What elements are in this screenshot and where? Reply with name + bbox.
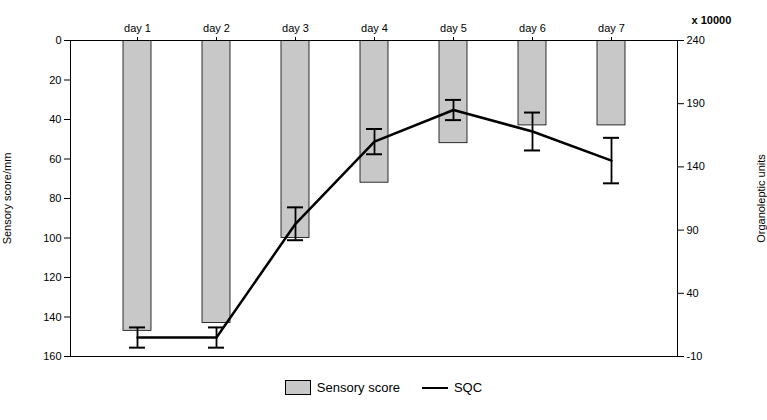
svg-text:90: 90 xyxy=(687,224,699,236)
html-text:SQC: SQC xyxy=(454,380,483,395)
svg-text:240: 240 xyxy=(687,34,705,46)
svg-text:140: 140 xyxy=(43,311,61,323)
svg-text:190: 190 xyxy=(687,97,705,109)
svg-text:140: 140 xyxy=(687,160,705,172)
svg-text:x 10000: x 10000 xyxy=(692,14,732,26)
svg-text:day 6: day 6 xyxy=(519,22,546,34)
svg-text:80: 80 xyxy=(49,192,61,204)
svg-text:100: 100 xyxy=(43,232,61,244)
svg-text:day 3: day 3 xyxy=(282,22,309,34)
html-text:Sensory score: Sensory score xyxy=(316,380,400,395)
svg-text:day 1: day 1 xyxy=(124,22,151,34)
svg-text:20: 20 xyxy=(49,74,61,86)
svg-text:120: 120 xyxy=(43,271,61,283)
svg-text:160: 160 xyxy=(43,350,61,362)
svg-text:day 7: day 7 xyxy=(598,22,625,34)
svg-text:60: 60 xyxy=(49,153,61,165)
svg-text:day 5: day 5 xyxy=(440,22,467,34)
svg-text:Organoleptic units: Organoleptic units xyxy=(755,154,767,243)
svg-text:0: 0 xyxy=(55,34,61,46)
svg-text:-10: -10 xyxy=(687,350,703,362)
svg-text:day 2: day 2 xyxy=(203,22,230,34)
svg-text:40: 40 xyxy=(49,113,61,125)
svg-text:Sensory score/mm: Sensory score/mm xyxy=(1,153,13,245)
svg-text:day 4: day 4 xyxy=(361,22,388,34)
svg-text:40: 40 xyxy=(687,287,699,299)
